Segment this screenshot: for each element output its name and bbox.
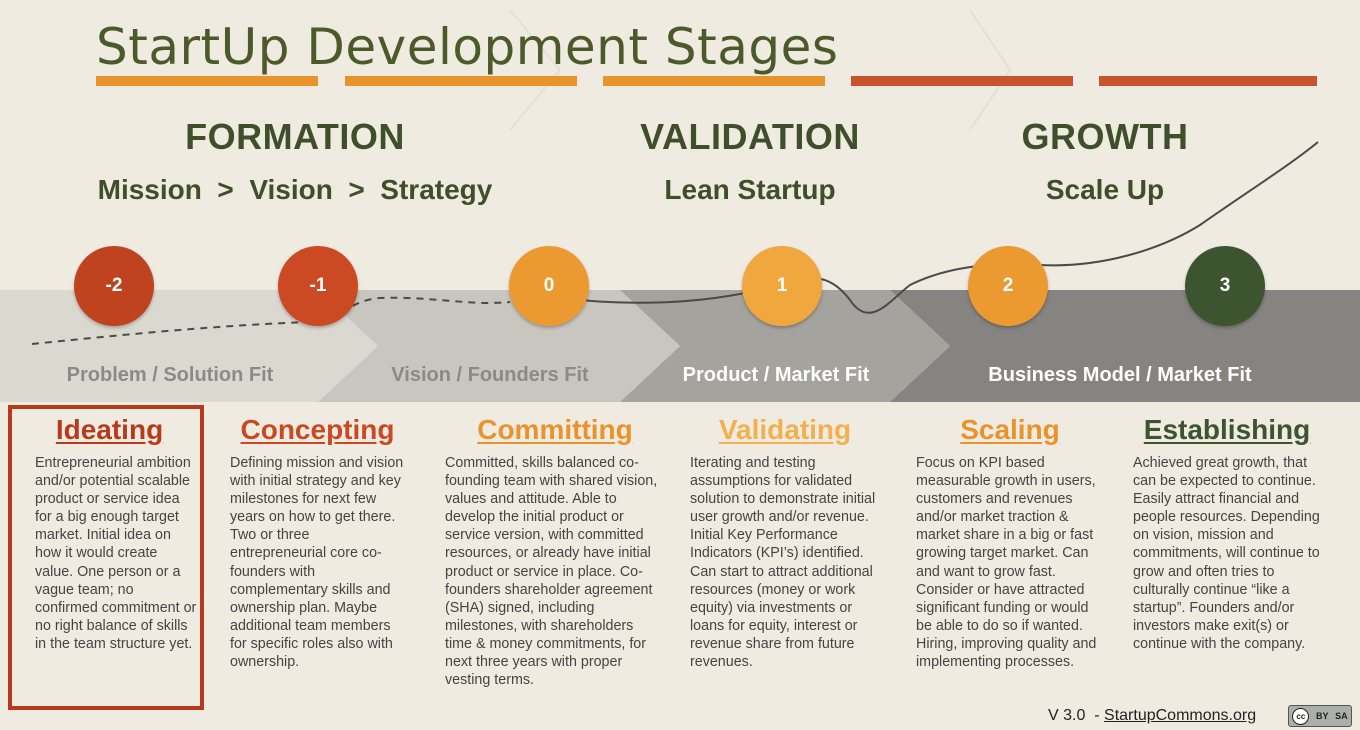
title-underline-2 <box>345 76 577 86</box>
stage-circle-1: 1 <box>742 246 822 326</box>
stage-column-scaling: Scaling Focus on KPI based measurable gr… <box>916 414 1104 671</box>
title-underline-5 <box>1099 76 1317 86</box>
stage-circle-3: 3 <box>1185 246 1265 326</box>
stage-heading-establishing: Establishing <box>1143 414 1311 445</box>
phase-validation: VALIDATION <box>640 116 860 157</box>
fit-product-market: Product / Market Fit <box>682 364 870 386</box>
phase-growth: GROWTH <box>1021 116 1189 157</box>
stage-text-establishing: Achieved great growth, that can be expec… <box>1133 455 1320 652</box>
stage-heading-ideating: Ideating <box>55 414 164 445</box>
stage-text-committing: Committed, skills balanced co-founding t… <box>445 455 658 689</box>
fit-problem-solution: Problem / Solution Fit <box>66 364 274 386</box>
phase-growth-subtitle: Scale Up <box>1045 174 1165 205</box>
stage-heading-concepting: Concepting <box>240 414 395 445</box>
stage-heading-validating: Validating <box>718 414 852 445</box>
ideating-highlight-box <box>8 405 204 710</box>
stage-text-ideating: Entrepreneurial ambition and/or potentia… <box>35 455 197 652</box>
stage-text-concepting: Defining mission and vision with initial… <box>230 455 404 671</box>
stage-circle-minus-1: -1 <box>278 246 358 326</box>
stage-circle-0: 0 <box>509 246 589 326</box>
stage-heading-committing: Committing <box>477 414 633 445</box>
growth-curve-solid <box>559 141 1319 314</box>
stage-text-validating: Iterating and testing assumptions for va… <box>690 455 876 671</box>
creative-commons-badge[interactable]: cc BY SA <box>1288 705 1352 727</box>
fit-business-model-market: Business Model / Market Fit <box>988 364 1252 386</box>
phase-formation: FORMATION <box>185 116 405 157</box>
stage-column-ideating: Ideating Entrepreneurial ambition and/or… <box>22 414 197 653</box>
sa-icon: SA <box>1335 711 1348 721</box>
stage-heading-scaling: Scaling <box>960 414 1060 445</box>
page-title: StartUp Development Stages <box>96 18 839 76</box>
title-underline-1 <box>96 76 318 86</box>
fit-vision-founders: Vision / Founders Fit <box>391 364 589 386</box>
title-underline-3 <box>603 76 825 86</box>
startupcommons-link[interactable]: StartupCommons.org <box>1104 707 1257 724</box>
stage-column-concepting: Concepting Defining mission and vision w… <box>230 414 405 671</box>
stage-column-establishing: Establishing Achieved great growth, that… <box>1133 414 1321 653</box>
band-segment-2 <box>318 290 680 402</box>
stage-circle-minus-2: -2 <box>74 246 154 326</box>
stage-circle-2: 2 <box>968 246 1048 326</box>
band-segment-3 <box>620 290 950 402</box>
title-underline-4 <box>851 76 1073 86</box>
cc-icon: cc <box>1292 707 1310 725</box>
by-icon: BY <box>1315 711 1329 721</box>
stage-text-scaling: Focus on KPI based measurable growth in … <box>916 455 1097 671</box>
phase-validation-subtitle: Lean Startup <box>664 174 836 205</box>
stage-column-committing: Committing Committed, skills balanced co… <box>445 414 660 689</box>
version-label: V 3.0 - <box>1048 707 1105 724</box>
footer-version: V 3.0 - StartupCommons.org <box>1048 707 1256 725</box>
stage-column-validating: Validating Iterating and testing assumpt… <box>690 414 880 671</box>
phase-formation-subtitle: Mission > Vision > Strategy <box>97 174 493 205</box>
growth-curve-dashed <box>31 296 511 345</box>
